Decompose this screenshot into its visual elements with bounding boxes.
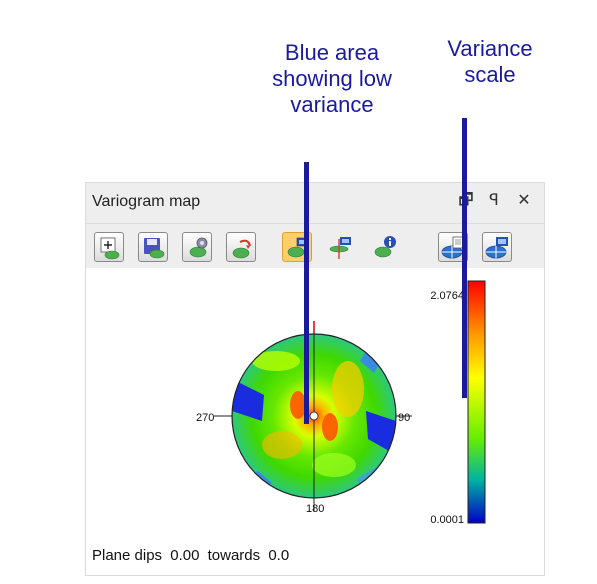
variance-patch — [332, 361, 364, 417]
scale-min-label: 0.0001 — [430, 514, 464, 526]
variance-patch — [262, 431, 302, 459]
screen-plane-button[interactable] — [482, 232, 512, 262]
save-variogram-button[interactable] — [138, 232, 168, 262]
variance-patch — [322, 413, 338, 441]
dip-value: 0.00 — [170, 547, 200, 564]
plane-dips-label: Plane dips — [92, 547, 163, 564]
variogram-info-icon — [374, 236, 396, 258]
reset-variogram-button[interactable] — [226, 232, 256, 262]
low-variance-area — [360, 347, 382, 373]
settings-variogram-icon — [189, 237, 208, 258]
toolbar — [86, 224, 544, 268]
scale-max-label: 2.0764 — [430, 290, 464, 302]
panel-titlebar: Variogram map 🗗 ꟼ ✕ — [86, 183, 544, 224]
status-bar: Plane dips 0.00 towards 0.0 — [92, 547, 293, 564]
low-variance-area — [232, 379, 264, 421]
close-icon[interactable]: ✕ — [517, 192, 531, 209]
variogram-info-button[interactable] — [370, 232, 400, 262]
variance-patch — [312, 453, 356, 477]
low-variance-pointer — [304, 162, 309, 424]
reset-variogram-icon — [232, 239, 252, 259]
low-variance-annotation: Blue area showing low variance — [272, 40, 392, 117]
variogram-map: 270 90 180 2.0764 0.0001 — [196, 280, 486, 526]
color-scale-bar — [467, 280, 486, 524]
low-variance-area — [366, 411, 396, 455]
variance-patch — [252, 351, 300, 371]
plane-view-icon — [329, 237, 351, 259]
compass-east-label: 90 — [398, 412, 410, 424]
panel-title: Variogram map — [92, 193, 201, 210]
azimuth-value: 0.0 — [268, 547, 290, 564]
variance-color-scale: 2.0764 0.0001 — [430, 280, 486, 526]
variogram-map-panel: Variogram map 🗗 ꟼ ✕ — [85, 182, 545, 576]
new-variogram-button[interactable] — [94, 232, 124, 262]
map-center — [309, 411, 319, 421]
new-variogram-icon — [100, 237, 120, 260]
compass-west-label: 270 — [196, 412, 214, 424]
variance-scale-pointer — [462, 118, 467, 398]
compass-south-label: 180 — [306, 503, 324, 515]
save-variogram-icon — [144, 238, 165, 259]
screen-plane-icon — [485, 237, 508, 259]
variance-scale-annotation: Variance scale — [447, 36, 533, 87]
towards-label: towards — [207, 547, 261, 564]
plane-view-button[interactable] — [326, 232, 356, 262]
variance-map: 270 90 180 — [196, 321, 412, 515]
variance-patch — [290, 391, 306, 419]
pin-icon[interactable]: ꟼ — [489, 192, 499, 209]
settings-variogram-button[interactable] — [182, 232, 212, 262]
